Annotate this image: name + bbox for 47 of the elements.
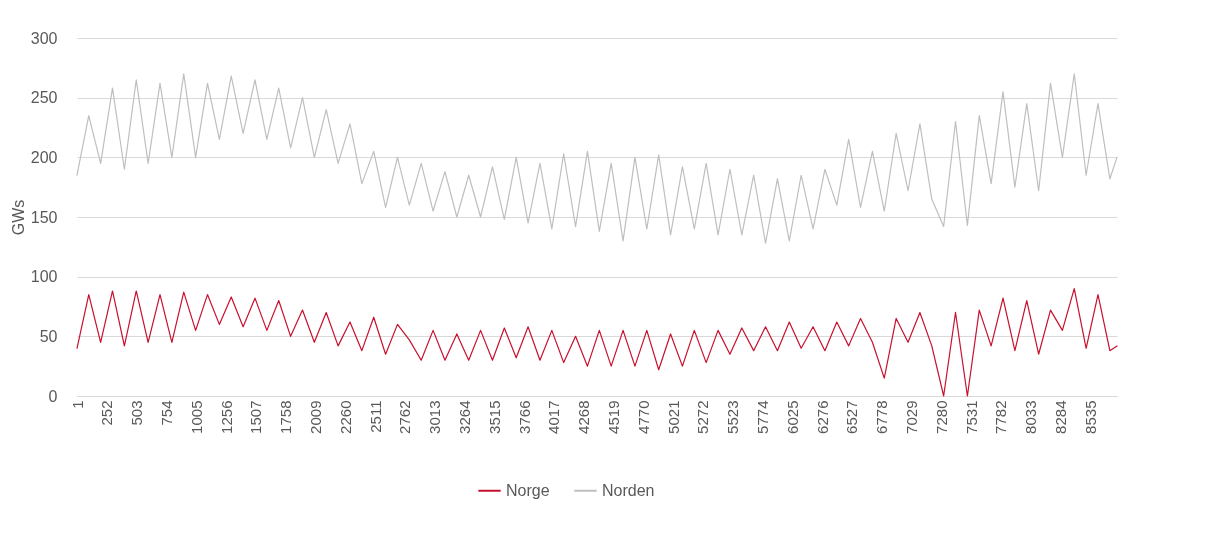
x-tick-label: 7531	[962, 400, 980, 434]
x-tick-label: 2009	[306, 400, 324, 434]
y-axis-title: GWs	[9, 199, 27, 236]
x-tick-label: 3013	[426, 400, 444, 434]
x-tick-label: 2260	[336, 400, 354, 434]
x-tick-label: 8284	[1051, 400, 1069, 434]
x-tick-label: 6025	[783, 400, 801, 434]
x-tick-label: 3766	[515, 400, 533, 434]
x-tick-label: 1005	[187, 400, 205, 434]
x-tick-label: 1256	[217, 400, 235, 434]
x-tick-label: 7029	[902, 400, 920, 434]
y-tick-label: 100	[30, 268, 58, 286]
x-tick-label: 5021	[664, 400, 682, 434]
y-tick-label: 250	[30, 89, 58, 107]
x-tick-label: 7782	[992, 400, 1010, 434]
x-tick-label: 5272	[694, 400, 712, 434]
x-tick-label: 7280	[932, 400, 950, 434]
x-tick-label: 503	[128, 400, 146, 426]
x-tick-label: 1	[68, 400, 86, 409]
x-tick-label: 2511	[366, 400, 384, 433]
x-tick-label: 4770	[634, 400, 652, 434]
x-tick-label: 1507	[247, 400, 265, 434]
x-tick-label: 8535	[1081, 400, 1099, 434]
y-tick-label: 150	[30, 208, 58, 226]
x-tick-label: 5523	[724, 400, 742, 434]
x-tick-label: 4519	[604, 400, 622, 434]
x-tick-label: 8033	[1022, 400, 1040, 434]
x-tick-label: 2762	[396, 400, 414, 434]
legend-label: Norden	[602, 481, 655, 499]
x-tick-label: 4017	[545, 400, 563, 434]
x-tick-label: 1758	[277, 400, 295, 434]
x-tick-label: 754	[157, 400, 175, 426]
line-series	[76, 73, 1118, 244]
x-tick-label: 6778	[873, 400, 891, 434]
x-tick-label: 6276	[813, 400, 831, 434]
y-tick-label: 200	[30, 148, 58, 166]
y-tick-label: 0	[48, 387, 58, 405]
line-series	[76, 288, 1118, 397]
x-tick-label: 252	[98, 400, 116, 426]
x-tick-label: 5774	[753, 400, 771, 434]
y-tick-label: 50	[39, 327, 58, 345]
x-tick-label: 3515	[485, 400, 503, 434]
y-tick-label: 300	[30, 29, 58, 47]
x-tick-label: 4268	[575, 400, 593, 434]
legend-label: Norge	[506, 481, 550, 499]
x-tick-label: 6527	[843, 400, 861, 434]
x-tick-label: 3264	[455, 400, 473, 434]
